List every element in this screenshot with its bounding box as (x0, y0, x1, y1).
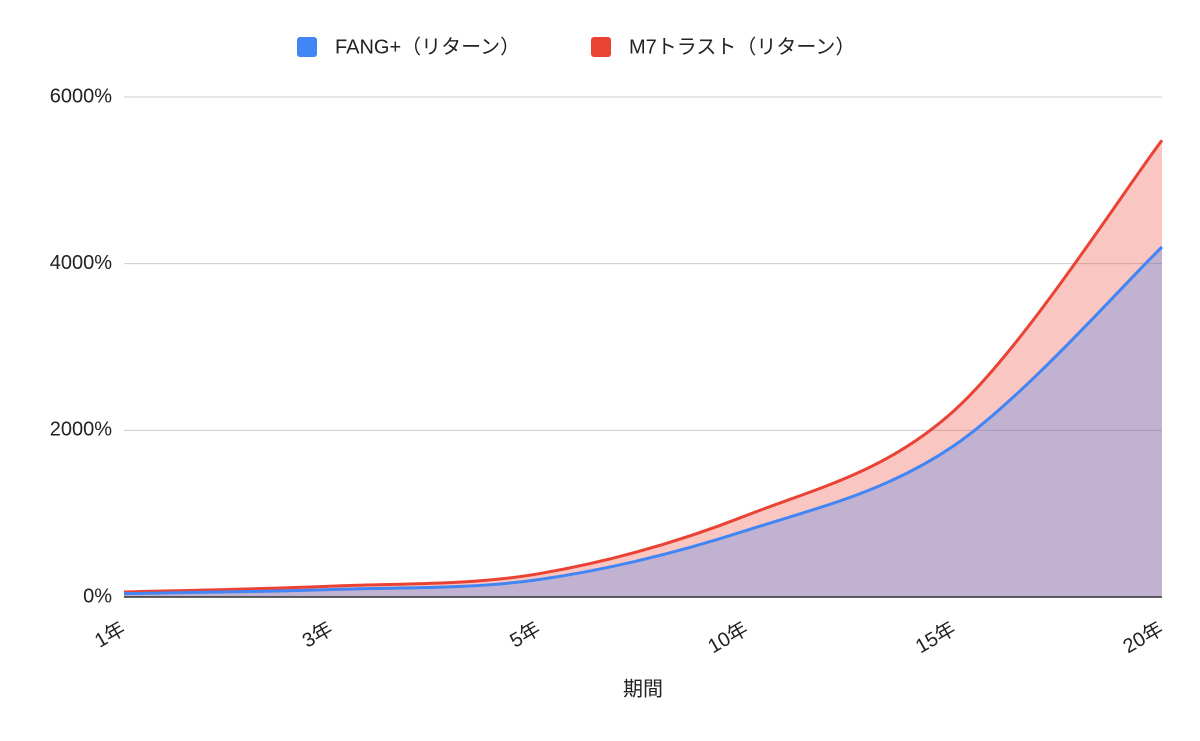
y-tick-label: 2000% (50, 419, 112, 441)
line (123, 245, 1164, 596)
y-tick-label: 0% (83, 585, 112, 607)
legend-label: FANG+（リターン） (335, 35, 520, 58)
x-tick-label: 3年 (298, 617, 336, 652)
area (124, 140, 1162, 598)
legend-item: M7トラスト（リターン） (591, 35, 855, 58)
line (123, 139, 1164, 594)
legend-swatch (591, 37, 611, 57)
x-axis-title: 期間 (623, 678, 663, 700)
area (124, 247, 1162, 597)
legend-label: M7トラスト（リターン） (629, 35, 855, 58)
legend-swatch (297, 37, 317, 57)
x-tick-label: 10年 (704, 617, 752, 658)
x-tick-label: 5年 (506, 617, 544, 652)
y-tick-label: 6000% (50, 85, 112, 107)
x-tick-label: 1年 (91, 617, 129, 652)
x-tick-label: 15年 (911, 617, 959, 658)
y-tick-label: 4000% (50, 252, 112, 274)
x-tick-label: 20年 (1119, 617, 1167, 658)
legend-item: FANG+（リターン） (297, 35, 520, 58)
